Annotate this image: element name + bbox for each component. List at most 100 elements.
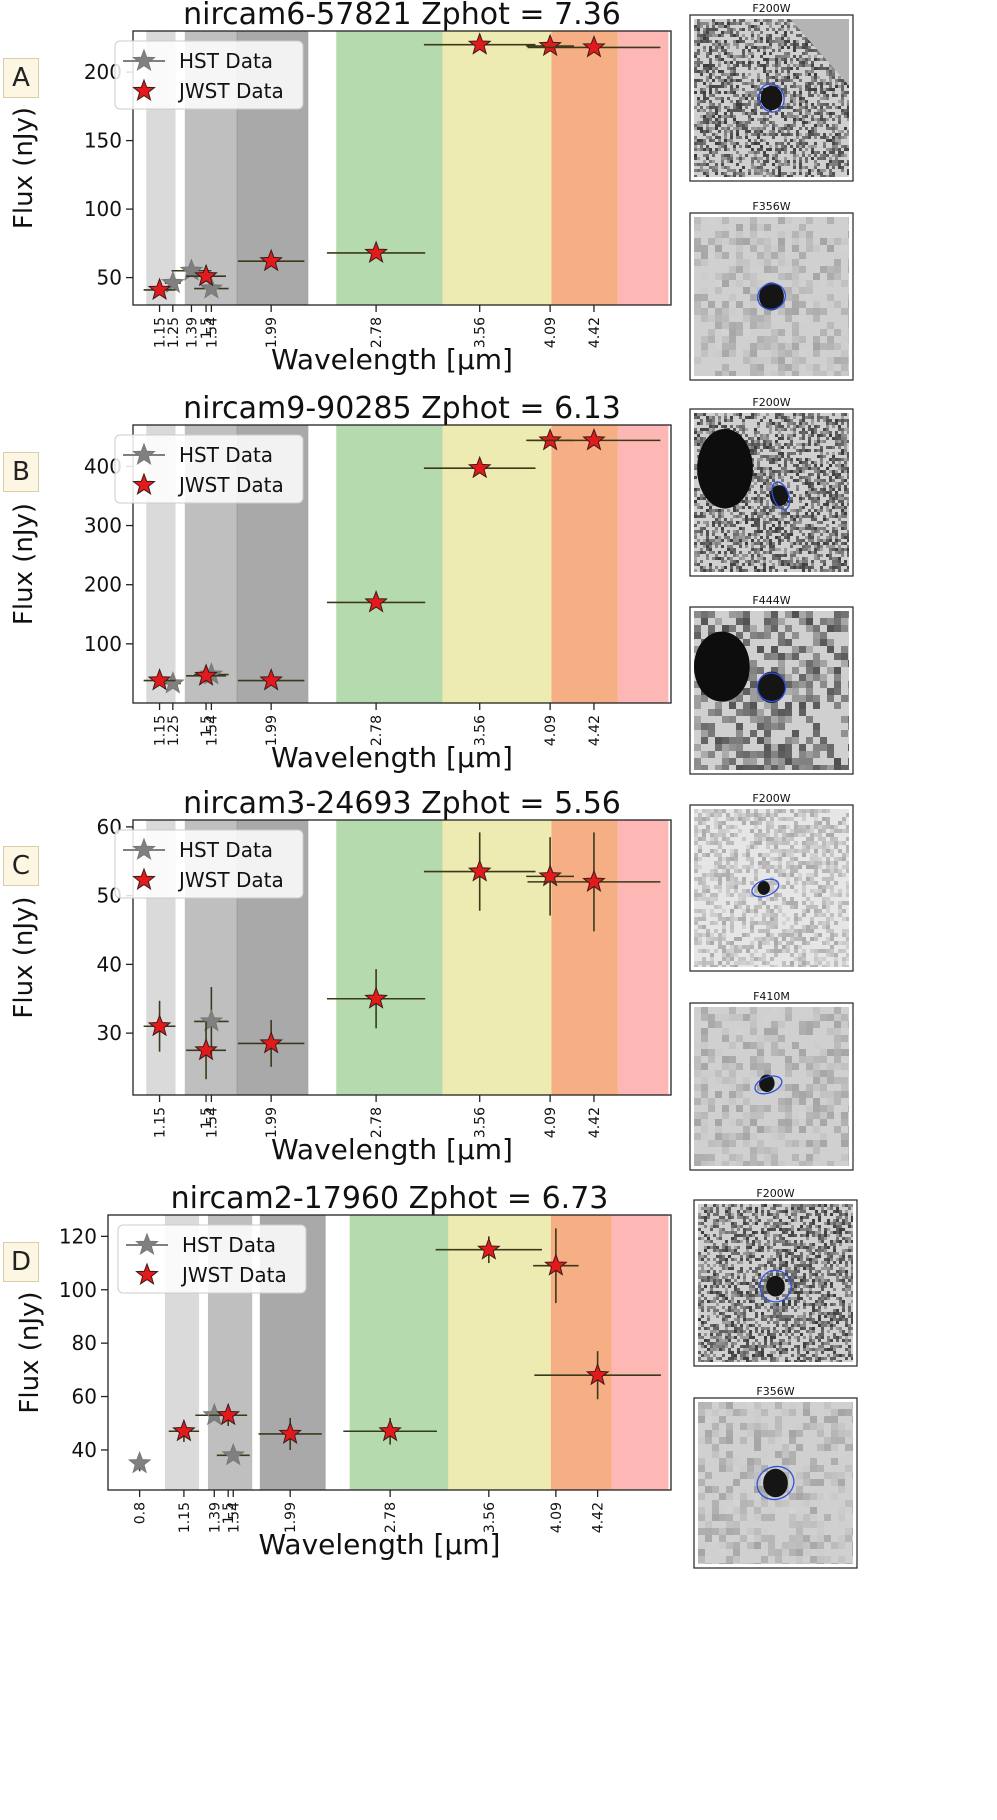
cutout-pixel bbox=[750, 1021, 757, 1028]
cutout-pixel bbox=[700, 145, 703, 148]
cutout-pixel bbox=[718, 853, 722, 857]
cutout-pixel bbox=[736, 737, 743, 744]
cutout-pixel bbox=[805, 542, 808, 545]
cutout-pixel bbox=[820, 154, 823, 157]
cutout-pixel bbox=[694, 1056, 701, 1063]
cutout-pixel bbox=[781, 133, 784, 136]
cutout-pixel bbox=[808, 121, 811, 124]
cutout-pixel bbox=[787, 103, 790, 106]
cutout-pixel bbox=[778, 744, 785, 751]
cutout-pixel bbox=[786, 873, 790, 877]
cutout-pixel bbox=[792, 646, 799, 653]
cutout-pixel bbox=[781, 163, 784, 166]
cutout-pixel bbox=[832, 136, 835, 139]
target-source bbox=[759, 282, 784, 311]
cutout-pixel bbox=[745, 37, 748, 40]
cutout-pixel bbox=[736, 709, 743, 716]
cutout-pixel bbox=[724, 73, 727, 76]
cutout-pixel bbox=[762, 953, 766, 957]
cutout-pixel bbox=[781, 533, 784, 536]
cutout-pixel bbox=[835, 142, 838, 145]
cutout-pixel bbox=[703, 121, 706, 124]
cutout-pixel bbox=[712, 115, 715, 118]
cutout-pixel bbox=[769, 148, 772, 151]
cutout-pixel bbox=[841, 357, 848, 364]
cutout-pixel bbox=[810, 949, 814, 953]
cutout-pixel bbox=[715, 40, 718, 43]
cutout-pixel bbox=[841, 1133, 848, 1140]
cutout-pixel bbox=[757, 737, 764, 744]
cutout-pixel bbox=[730, 551, 733, 554]
cutout-pixel bbox=[838, 560, 841, 563]
cutout-pixel bbox=[844, 133, 847, 136]
cutout-pixel bbox=[844, 419, 847, 422]
cutout-pixel bbox=[715, 280, 722, 287]
cutout-pixel bbox=[709, 67, 712, 70]
cutout-pixel bbox=[778, 40, 781, 43]
cutout-pixel bbox=[709, 31, 712, 34]
cutout-pixel bbox=[820, 509, 823, 512]
cutout-pixel bbox=[709, 512, 712, 515]
cutout-pixel bbox=[811, 76, 814, 79]
cutout-pixel bbox=[706, 76, 709, 79]
cutout-pixel bbox=[750, 709, 757, 716]
cutout-pixel bbox=[698, 909, 702, 913]
cutout-pixel bbox=[784, 461, 787, 464]
cutout-pixel bbox=[770, 881, 774, 885]
cutout-pixel bbox=[846, 965, 849, 967]
cutout-pixel bbox=[751, 479, 754, 482]
cutout-pixel bbox=[710, 833, 714, 837]
cutout-pixel bbox=[727, 175, 730, 177]
cutout-pixel bbox=[772, 127, 775, 130]
cutout-pixel bbox=[733, 539, 736, 542]
cutout-pixel bbox=[769, 425, 772, 428]
cutout-pixel bbox=[806, 660, 813, 667]
cutout-pixel bbox=[772, 133, 775, 136]
cutout-pixel bbox=[694, 224, 701, 231]
cutout-pixel bbox=[724, 142, 727, 145]
cutout-pixel bbox=[694, 154, 697, 157]
cutout-pixel bbox=[766, 853, 770, 857]
y-tick-label: 100 bbox=[84, 197, 122, 221]
cutout-pixel bbox=[782, 841, 786, 845]
cutout-pixel bbox=[736, 533, 739, 536]
cutout-pixel bbox=[774, 965, 778, 967]
cutout-pixel bbox=[730, 841, 734, 845]
cutout-pixel bbox=[766, 941, 770, 945]
cutout-pixel bbox=[750, 1084, 757, 1091]
cutout-pixel bbox=[771, 1007, 778, 1014]
cutout-pixel bbox=[715, 566, 718, 569]
cutout-pixel bbox=[829, 64, 832, 67]
cutout-pixel bbox=[802, 560, 805, 563]
cutout-pixel bbox=[748, 500, 751, 503]
cutout-pixel bbox=[826, 929, 830, 933]
cutout-pixel bbox=[729, 1091, 736, 1098]
cutout-pixel bbox=[829, 139, 832, 142]
cutout-pixel bbox=[817, 121, 820, 124]
cutout-pixel bbox=[742, 821, 746, 825]
cutout-pixel bbox=[697, 157, 700, 160]
cutout-pixel bbox=[786, 945, 790, 949]
cutout-pixel bbox=[712, 121, 715, 124]
cutout-pixel bbox=[712, 169, 715, 172]
cutout-pixel bbox=[810, 881, 814, 885]
cutout-pixel bbox=[813, 1014, 820, 1021]
cutout-pixel bbox=[766, 73, 769, 76]
cutout-pixel bbox=[820, 431, 823, 434]
filter-band bbox=[617, 31, 669, 305]
cutout-pixel bbox=[739, 539, 742, 542]
cutout-pixel bbox=[760, 437, 763, 440]
cutout-pixel bbox=[736, 85, 739, 88]
cutout-pixel bbox=[718, 945, 722, 949]
cutout-pixel bbox=[754, 154, 757, 157]
cutout-pixel bbox=[794, 949, 798, 953]
cutout-pixel bbox=[727, 76, 730, 79]
cutout-pixel bbox=[841, 479, 844, 482]
cutout-pixel bbox=[739, 175, 742, 177]
cutout-pixel bbox=[805, 416, 808, 419]
cutout-pixel bbox=[769, 440, 772, 443]
cutout-pixel bbox=[698, 961, 702, 965]
cutout-pixel bbox=[792, 308, 799, 315]
cutout-pixel bbox=[724, 154, 727, 157]
cutout-pixel bbox=[787, 37, 790, 40]
